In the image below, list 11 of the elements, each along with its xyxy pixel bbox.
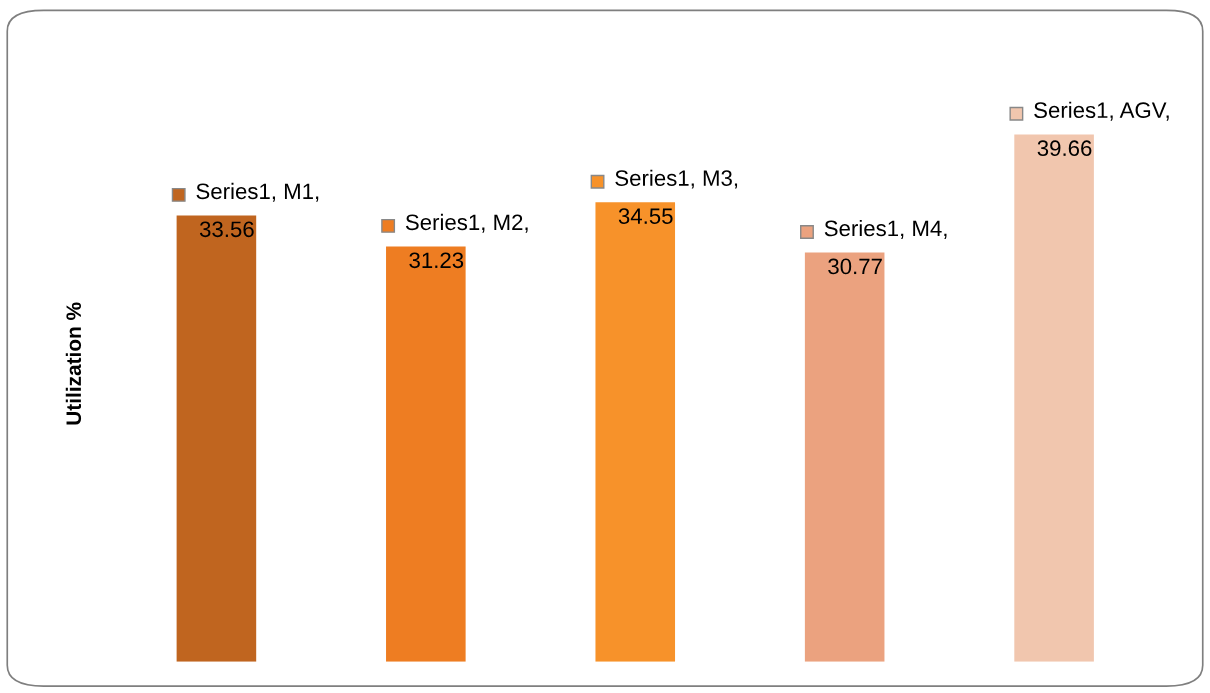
bar: [595, 202, 676, 662]
data-label: Series1, M2, 31.23: [405, 213, 528, 269]
bar: [804, 252, 885, 662]
data-label: Series1, M4, 30.77: [824, 219, 947, 275]
data-label: Series1, AGV, 39.66: [1034, 101, 1169, 157]
data-label: Series1, M1, 33.56: [196, 182, 319, 238]
data-label: Series1, M3, 34.55: [615, 169, 738, 224]
y-axis-title: Utilization %: [65, 302, 82, 425]
bar: [176, 215, 257, 662]
bar: [1014, 134, 1094, 662]
bar: [386, 246, 466, 662]
